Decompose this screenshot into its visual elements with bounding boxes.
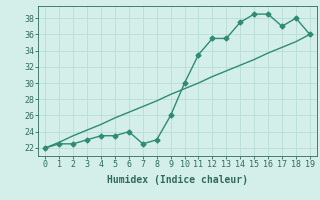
X-axis label: Humidex (Indice chaleur): Humidex (Indice chaleur) xyxy=(107,175,248,185)
